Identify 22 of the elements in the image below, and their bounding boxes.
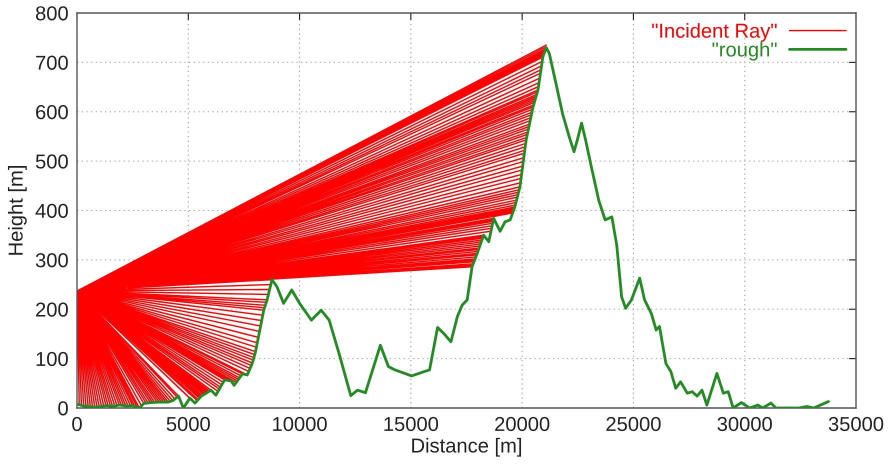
x-tick-label: 5000 (166, 416, 210, 432)
y-axis-title: Height [m] (8, 166, 27, 255)
y-tick-label: 100 (36, 352, 68, 366)
y-tick-label: 800 (36, 6, 68, 20)
y-tick-label: 400 (36, 204, 68, 218)
legend-label: "Incident Ray" (652, 23, 777, 42)
x-tick-label: 0 (72, 416, 82, 432)
x-tick-label: 25000 (606, 416, 661, 432)
x-tick-label: 35000 (828, 416, 884, 432)
x-tick-label: 30000 (717, 416, 772, 432)
x-tick-label: 10000 (273, 416, 327, 432)
x-axis-title: Distance [m] (412, 438, 522, 457)
line-series (77, 44, 547, 408)
y-tick-label: 300 (36, 253, 68, 268)
legend-label: "rough" (712, 42, 777, 61)
y-tick-label: 0 (58, 401, 68, 416)
y-tick-label: 700 (36, 56, 68, 70)
y-tick-label: 600 (36, 104, 68, 120)
y-tick-label: 200 (36, 302, 68, 317)
y-tick-label: 500 (36, 154, 68, 169)
x-tick-label: 20000 (495, 416, 550, 432)
x-tick-label: 15000 (384, 416, 438, 432)
